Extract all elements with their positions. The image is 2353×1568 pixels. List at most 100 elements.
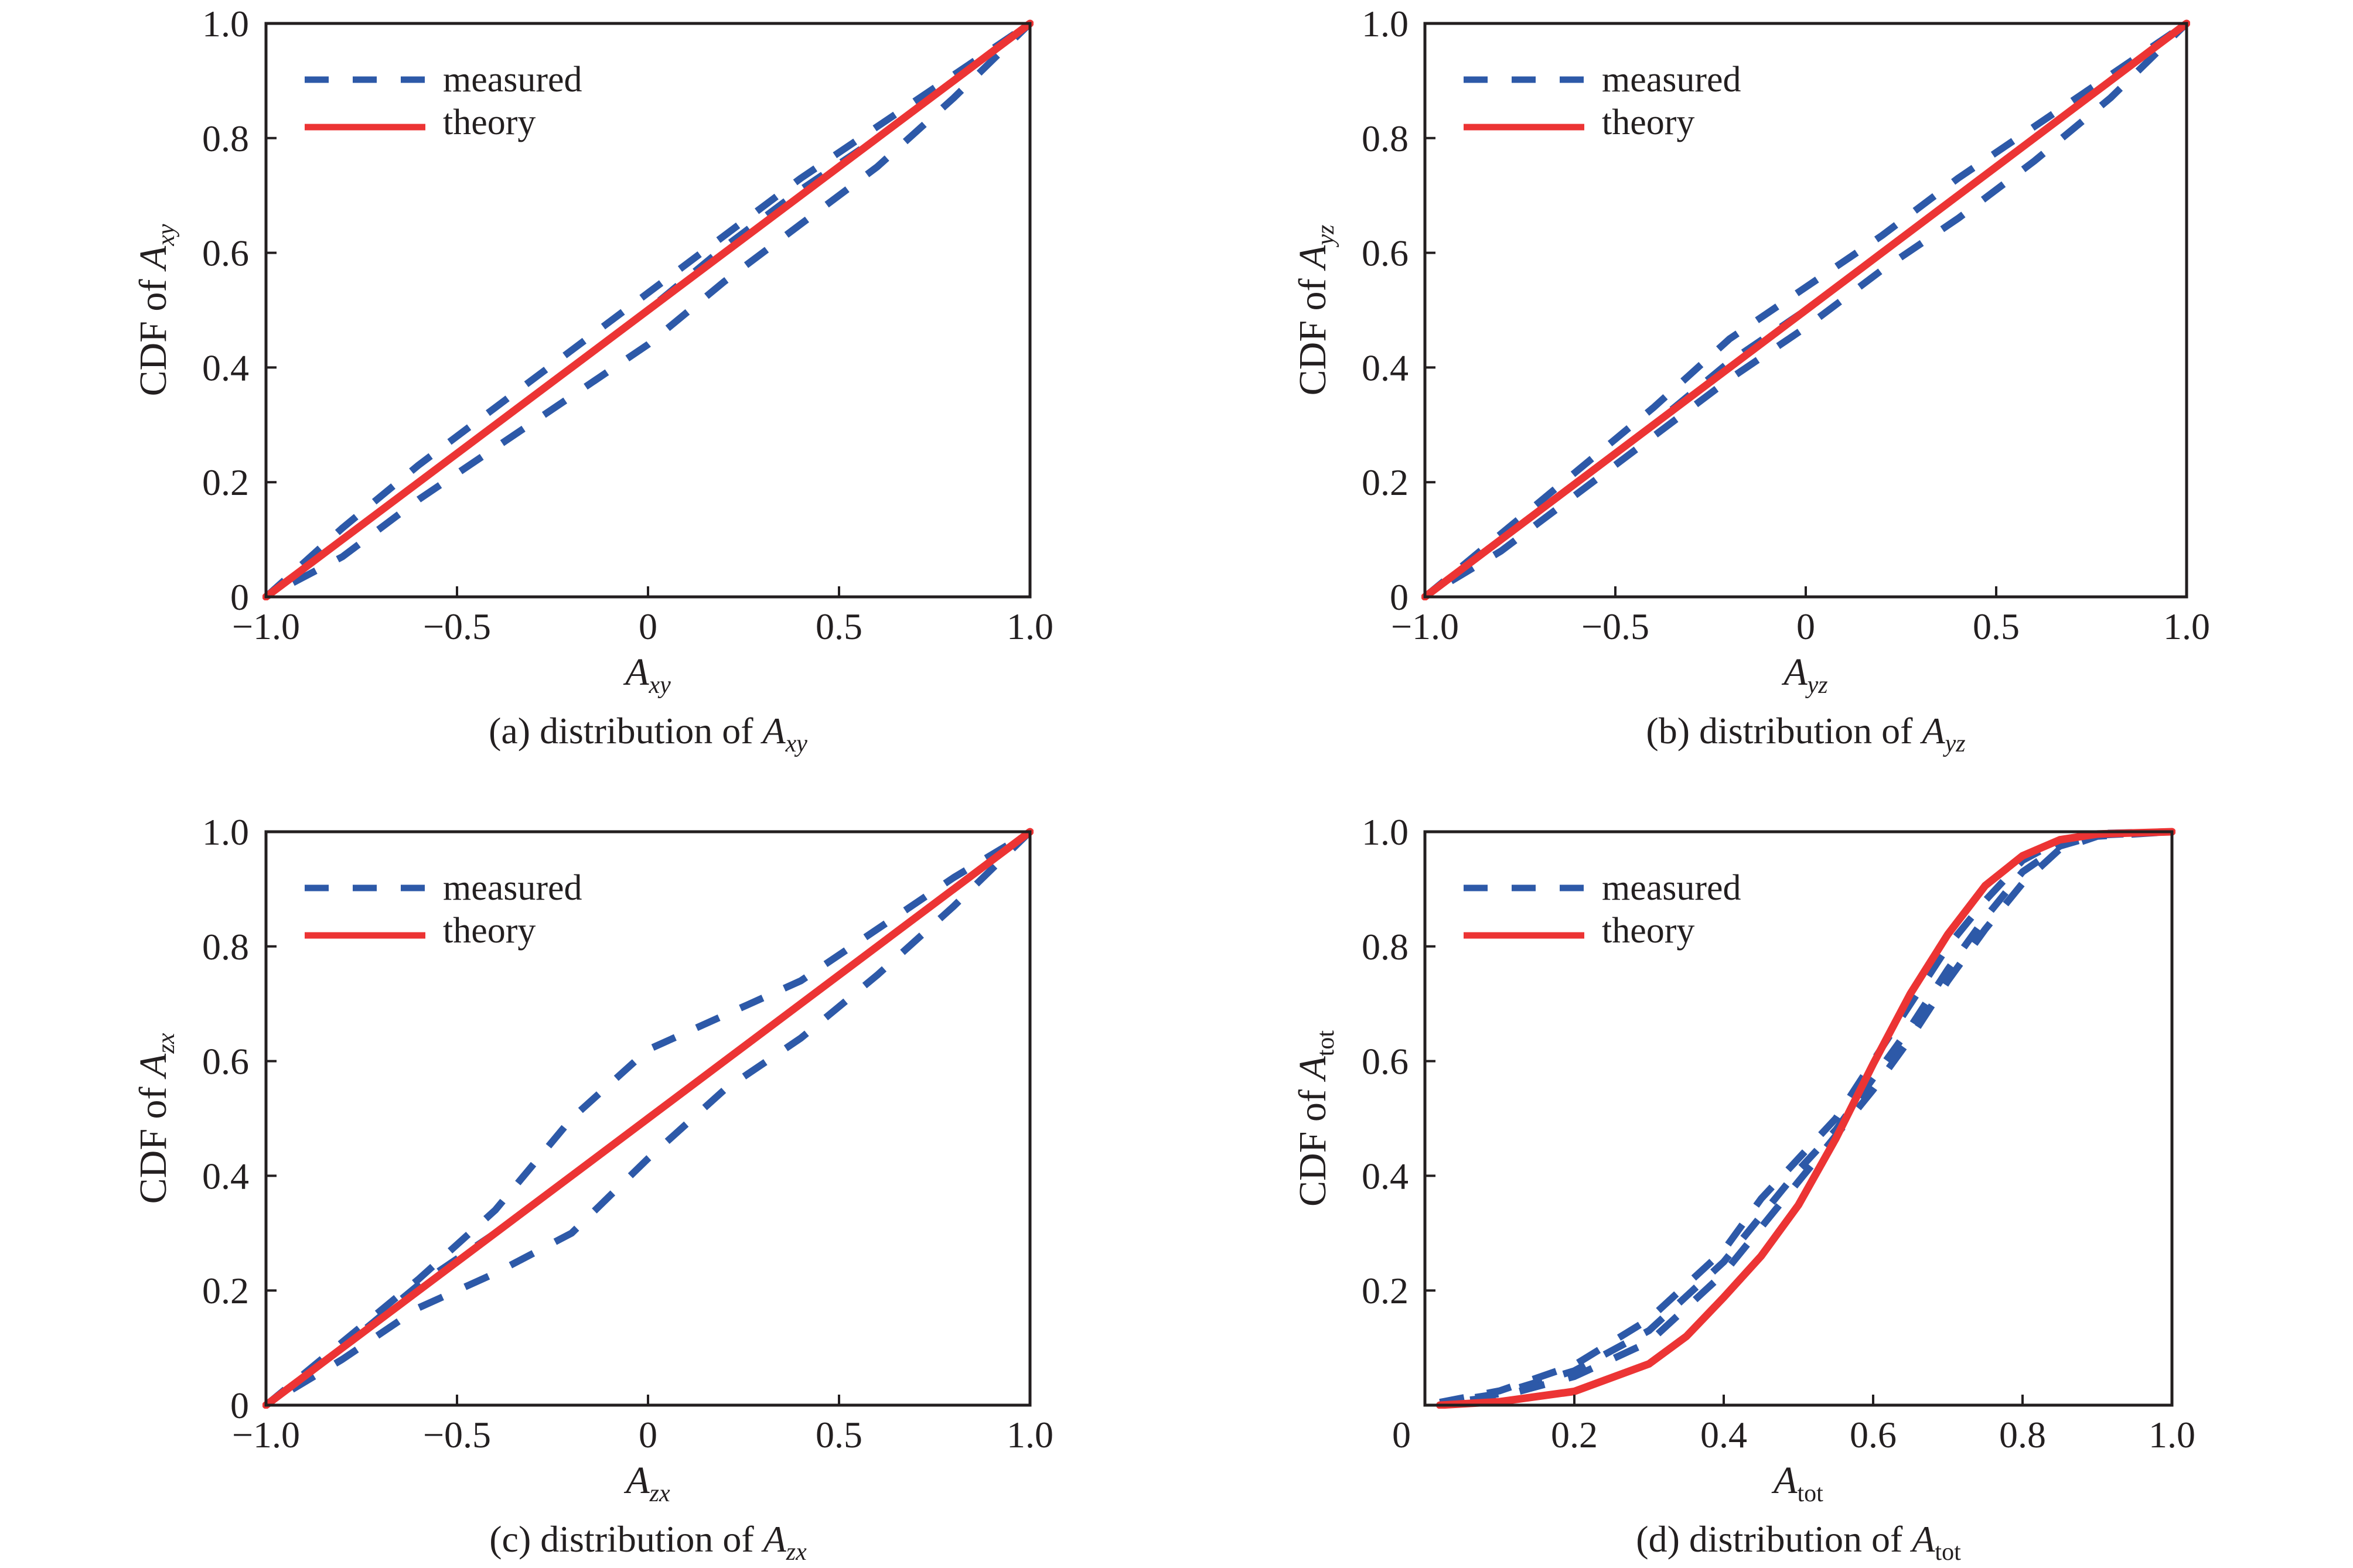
y-axis-label-symbol: A bbox=[1291, 245, 1334, 271]
x-tick-label: −1.0 bbox=[1391, 606, 1459, 647]
measured-line-2 bbox=[1439, 828, 2173, 1407]
legend-theory-label: theory bbox=[1602, 911, 1694, 951]
panel-caption-symbol: A bbox=[1919, 710, 1945, 751]
legend-measured-label: measured bbox=[443, 868, 582, 908]
y-tick-label: 0.2 bbox=[202, 1270, 249, 1311]
y-axis-label-prefix: CDF of bbox=[1291, 269, 1334, 395]
x-axis-label: Axy bbox=[623, 651, 671, 699]
y-tick-label: 0.4 bbox=[202, 347, 249, 388]
measured-line-3 bbox=[1423, 21, 2190, 600]
y-axis-label-subscript: zx bbox=[153, 1033, 180, 1054]
x-axis-label-subscript: yz bbox=[1805, 672, 1828, 699]
panel-caption-subscript: yz bbox=[1943, 730, 1966, 757]
x-tick-label: 0.4 bbox=[1700, 1414, 1747, 1456]
y-tick-label: 0.6 bbox=[1362, 233, 1409, 274]
legend-measured-label: measured bbox=[443, 60, 582, 100]
panel-caption-symbol: A bbox=[761, 710, 786, 751]
y-axis-label-symbol: A bbox=[132, 245, 175, 272]
x-axis-label: Atot bbox=[1771, 1459, 1823, 1507]
y-axis-label: CDF of Axy bbox=[132, 224, 180, 396]
panel-caption-prefix: (a) distribution of bbox=[489, 710, 762, 751]
panel-caption-symbol: A bbox=[761, 1518, 787, 1560]
x-axis-label-subscript: tot bbox=[1797, 1480, 1823, 1507]
y-tick-label: 0.6 bbox=[202, 233, 249, 274]
x-tick-label: 1.0 bbox=[1007, 1414, 1053, 1456]
theory-line bbox=[262, 19, 1034, 600]
y-tick-label: 1.0 bbox=[1362, 3, 1409, 45]
theory-line bbox=[1421, 19, 2190, 600]
x-tick-label: −1.0 bbox=[232, 606, 300, 647]
panel-caption: (c) distribution of Azx bbox=[489, 1518, 807, 1566]
x-tick-label: 0 bbox=[1796, 606, 1815, 647]
x-tick-label: 1.0 bbox=[1007, 606, 1053, 647]
x-tick-label: −0.5 bbox=[1581, 606, 1649, 647]
y-tick-label: 0.4 bbox=[1362, 347, 1409, 388]
y-tick-label: 0.6 bbox=[202, 1041, 249, 1082]
panel-caption: (a) distribution of Axy bbox=[489, 710, 807, 757]
measured-line-3 bbox=[264, 21, 1033, 600]
y-tick-label: 0.8 bbox=[1362, 118, 1409, 159]
y-axis-label-subscript: yz bbox=[1312, 225, 1339, 248]
y-axis-label-prefix: CDF of bbox=[132, 269, 175, 396]
x-tick-label: 1.0 bbox=[2149, 1414, 2195, 1456]
plot-area-a bbox=[262, 19, 1034, 600]
panel-caption-subscript: zx bbox=[786, 1539, 807, 1566]
x-axis-label-symbol: A bbox=[623, 1459, 650, 1502]
x-axis-label: Ayz bbox=[1781, 651, 1827, 699]
axes-frame-d bbox=[1423, 830, 2174, 1407]
x-tick-label: 0.5 bbox=[816, 606, 862, 647]
y-tick-label: 0.2 bbox=[1362, 462, 1409, 503]
x-tick-label: 0 bbox=[639, 606, 657, 647]
measured-line-3 bbox=[1439, 828, 2173, 1408]
y-tick-label: 1.0 bbox=[202, 811, 249, 853]
y-axis-label: CDF of Atot bbox=[1291, 1030, 1339, 1207]
y-tick-label: 0.6 bbox=[1362, 1041, 1409, 1082]
legend-theory-label: theory bbox=[443, 911, 536, 951]
y-tick-label: 0.8 bbox=[1362, 926, 1409, 968]
x-axis-label-symbol: A bbox=[1781, 651, 1808, 694]
panel-caption: (d) distribution of Atot bbox=[1636, 1518, 1961, 1566]
x-axis-label-symbol: A bbox=[1771, 1459, 1798, 1502]
theory-line bbox=[1436, 828, 2175, 1409]
x-tick-label: 0.2 bbox=[1551, 1414, 1598, 1456]
x-axis-label: Azx bbox=[623, 1459, 670, 1507]
measured-line-1 bbox=[1439, 828, 2173, 1406]
plot-area-c bbox=[262, 828, 1034, 1409]
panel-caption: (b) distribution of Ayz bbox=[1646, 710, 1965, 757]
plot-area-b bbox=[1421, 19, 2190, 600]
y-tick-label: 0.2 bbox=[1362, 1270, 1409, 1311]
legend-measured-label: measured bbox=[1602, 868, 1741, 908]
panel-caption-prefix: (d) distribution of bbox=[1636, 1518, 1912, 1560]
x-tick-label: 0 bbox=[639, 1414, 657, 1456]
y-axis-label-symbol: A bbox=[132, 1053, 175, 1080]
y-tick-label: 0.2 bbox=[202, 462, 249, 503]
measured-line-3 bbox=[264, 829, 1033, 1409]
y-axis-label-subscript: xy bbox=[153, 224, 180, 247]
y-axis-label-subscript: tot bbox=[1312, 1030, 1339, 1057]
x-axis-label-subscript: zx bbox=[649, 1480, 670, 1507]
measured-line-1 bbox=[1423, 21, 2189, 600]
panel-caption-subscript: xy bbox=[785, 730, 808, 757]
y-tick-label: 0.4 bbox=[1362, 1155, 1409, 1197]
panel-caption-prefix: (b) distribution of bbox=[1646, 710, 1922, 751]
y-tick-label: 1.0 bbox=[1362, 811, 1409, 853]
y-tick-label: 0.8 bbox=[202, 118, 249, 159]
panel-caption-symbol: A bbox=[1909, 1518, 1935, 1560]
plot-area-d bbox=[1436, 828, 2175, 1409]
panel-caption-subscript: tot bbox=[1935, 1539, 1961, 1566]
y-tick-label: 0 bbox=[230, 576, 249, 618]
y-axis-label-prefix: CDF of bbox=[132, 1077, 175, 1204]
x-tick-label: 0.8 bbox=[1999, 1414, 2046, 1456]
y-tick-label: 0.8 bbox=[202, 926, 249, 968]
x-tick-label: 0.5 bbox=[816, 1414, 862, 1456]
x-axis-label-subscript: xy bbox=[649, 672, 671, 699]
